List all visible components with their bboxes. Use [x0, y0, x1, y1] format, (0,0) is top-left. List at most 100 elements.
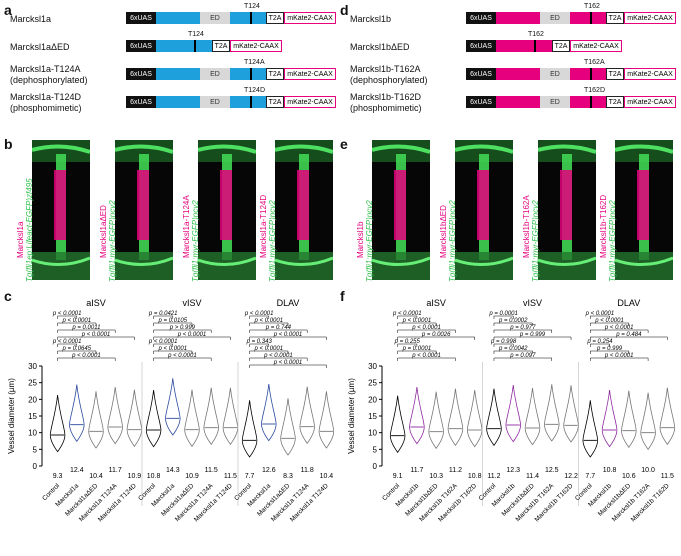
pvalue-bracket — [493, 350, 533, 354]
violin — [621, 390, 637, 449]
pvalue-label: p = 0.484 — [615, 332, 642, 338]
micrograph-label-magenta: Marcksl1aΔED — [99, 205, 108, 258]
construct-ed: ED — [540, 96, 570, 108]
pvalue-bracket — [493, 357, 553, 361]
construct-t2a: T2A — [266, 68, 284, 80]
pvalue-bracket — [153, 357, 212, 361]
construct-uas: 6xUAS — [126, 68, 156, 80]
phospho-site-label: T162D — [584, 87, 606, 94]
group-title: aISV — [86, 298, 106, 308]
pvalue-label: p = 0.0011 — [71, 325, 100, 331]
pvalue-bracket — [153, 315, 174, 319]
median-value: 11.8 — [301, 467, 314, 474]
median-value: 11.2 — [449, 467, 462, 474]
construct-bar: 6xUAS ED T2A mKate2-CAAX — [466, 96, 676, 108]
construct-coding — [230, 12, 266, 24]
pvalue-label: p < 0.0001 — [254, 318, 284, 324]
pvalue-label: p = 0.343 — [246, 339, 273, 345]
pvalue-label: p < 0.0001 — [158, 346, 188, 352]
construct-bar: 6xUAS T2A mKate2-CAAX — [466, 40, 622, 52]
construct-ed: ED — [200, 96, 230, 108]
pvalue-label: p < 0.0001 — [585, 311, 615, 317]
pvalue-label: p = 0.0645 — [62, 346, 92, 352]
micrograph-label-magenta: Marcksl1bΔED — [439, 205, 448, 258]
construct-name: Marcksl1bΔED — [350, 42, 410, 52]
pvalue-bracket — [57, 322, 97, 326]
violin — [428, 391, 444, 450]
panel-letter-f: f — [340, 288, 345, 304]
construct-mkate: mKate2-CAAX — [624, 96, 676, 108]
violin — [184, 389, 200, 448]
micrograph-label-green: Tg(fli1:myr-EGFP)ncv2 — [531, 200, 540, 282]
median-value: 12.6 — [262, 467, 276, 474]
micrograph-image — [198, 140, 256, 280]
construct-mkate: mKate2-CAAX — [284, 12, 336, 24]
pvalue-bracket — [493, 343, 514, 347]
violin — [601, 389, 618, 448]
median-value: 11.5 — [224, 473, 237, 480]
construct-name: Marcksl1b-T162A (dephosphorylated) — [350, 64, 428, 85]
construct-coding — [496, 12, 540, 24]
violin — [447, 388, 464, 447]
pvalue-label: p = 0.0001 — [488, 311, 518, 317]
pvalue-bracket — [397, 322, 437, 326]
pvalue-label: p < 0.0001 — [52, 311, 82, 317]
y-axis-label: Vessel diameter (µm) — [7, 378, 16, 454]
violin — [126, 389, 143, 448]
micrograph-label-green: Tg(fli1:myr-EGFP)ncv2 — [191, 200, 200, 282]
pvalue-label: p < 0.0001 — [273, 332, 303, 338]
group-title: vISV — [182, 298, 201, 308]
median-value: 10.8 — [147, 473, 161, 480]
micrograph-image — [615, 140, 673, 280]
pvalue-bracket — [153, 322, 193, 326]
micrograph-image — [538, 140, 596, 280]
median-value: 11.7 — [109, 467, 122, 474]
pvalue-label: p < 0.0001 — [62, 318, 92, 324]
phospho-site-tick — [250, 96, 252, 108]
median-value: 11.5 — [205, 467, 218, 474]
median-value: 10.3 — [429, 473, 443, 480]
y-tick-label: 0 — [33, 462, 38, 471]
construct-uas: 6xUAS — [126, 96, 156, 108]
violin — [544, 384, 560, 442]
pvalue-label: p < 0.0001 — [263, 353, 293, 359]
pvalue-label: p = 0.977 — [509, 325, 536, 331]
median-value: 8.3 — [283, 473, 293, 480]
y-tick-label: 15 — [368, 412, 377, 421]
pvalue-bracket — [493, 336, 572, 340]
phospho-site-label: T162A — [584, 59, 605, 66]
pvalue-label: p = 0.998 — [490, 339, 517, 345]
violin — [563, 385, 579, 443]
y-tick-label: 25 — [28, 379, 37, 388]
violin — [145, 389, 162, 448]
construct-bar: 6xUAS ED T2A mKate2-CAAX — [126, 68, 336, 80]
phospho-site-tick — [250, 68, 252, 80]
y-tick-label: 20 — [28, 395, 37, 404]
micrograph-label-magenta: Marcksl1a-T124A — [182, 195, 191, 258]
pvalue-bracket — [57, 357, 116, 361]
pvalue-label: p < 0.0001 — [81, 332, 111, 338]
violin — [409, 386, 425, 445]
micrograph-label-magenta: Marcksl1b-T162A — [522, 195, 531, 258]
violin — [203, 387, 219, 446]
construct-t2a: T2A — [606, 68, 624, 80]
panel-letter-e: e — [340, 136, 348, 152]
micrograph-image — [275, 140, 333, 280]
violin — [466, 389, 483, 448]
pvalue-bracket — [57, 343, 78, 347]
construct-mkate: mKate2-CAAX — [284, 96, 336, 108]
construct-coding — [230, 68, 266, 80]
y-axis-label: Vessel diameter (µm) — [347, 378, 356, 454]
median-value: 12.5 — [545, 467, 559, 474]
group-title: aISV — [426, 298, 446, 308]
micrograph-image — [32, 140, 90, 280]
panel-letter-d: d — [340, 2, 349, 18]
pvalue-label: p < 0.0001 — [392, 311, 422, 317]
pvalue-bracket — [397, 315, 418, 319]
pvalue-bracket — [57, 336, 135, 340]
median-value: 12.3 — [506, 467, 520, 474]
construct-name: Marcksl1a-T124D (phosphomimetic) — [10, 92, 82, 113]
micrograph-label-green: Tg(fli1:myr-EGFP)ncv2 — [268, 200, 277, 282]
median-value: 10.0 — [641, 467, 655, 474]
panel-letter-a: a — [4, 2, 12, 18]
